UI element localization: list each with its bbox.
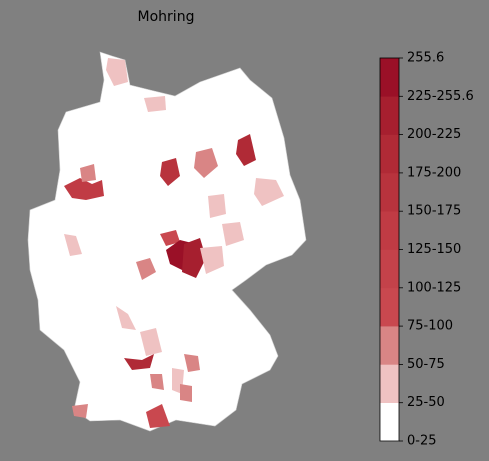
colorbar-band	[380, 58, 399, 97]
region	[64, 178, 104, 200]
region	[236, 134, 256, 166]
region	[184, 354, 200, 372]
region	[146, 404, 170, 428]
region	[144, 96, 166, 112]
map-title: Mohring	[138, 9, 195, 25]
region	[136, 258, 156, 280]
region	[222, 222, 244, 246]
region	[64, 234, 82, 256]
region	[150, 374, 164, 390]
region	[208, 194, 226, 218]
colorbar-label: 50-75	[407, 357, 445, 372]
colorbar-label: 150-175	[407, 204, 461, 219]
colorbar-band	[380, 364, 399, 403]
colorbar-label: 200-225	[407, 127, 461, 142]
colorbar-label: 75-100	[407, 319, 453, 334]
colorbar: 0-25 25-50 50-75 75-100 100-125 125-150 150-17…	[379, 51, 474, 449]
colorbar-band	[380, 96, 399, 135]
colorbar-label: 25-50	[407, 395, 445, 410]
region	[140, 328, 162, 356]
region	[194, 148, 218, 178]
colorbar-band	[380, 326, 399, 365]
colorbar-label: 125-150	[407, 242, 461, 257]
region	[160, 230, 180, 246]
colorbar-band	[380, 211, 399, 250]
region	[200, 246, 224, 274]
colorbar-label: 0-25	[407, 434, 437, 449]
colorbar-band	[380, 287, 399, 327]
region	[254, 178, 284, 206]
colorbar-label: 175-200	[407, 165, 461, 180]
colorbar-label: 100-125	[407, 280, 461, 295]
region	[124, 354, 154, 370]
region	[80, 164, 96, 182]
colorbar-label: 225-255.6	[407, 89, 474, 104]
colorbar-band	[380, 249, 399, 289]
region	[72, 404, 88, 418]
region	[116, 306, 136, 330]
colorbar-band	[380, 134, 399, 174]
colorbar-label: 255.6	[407, 51, 444, 66]
region	[160, 158, 180, 186]
region	[180, 384, 192, 402]
region	[106, 58, 128, 86]
colorbar-band	[380, 402, 399, 442]
colorbar-band	[380, 172, 399, 212]
germany-map	[27, 51, 307, 432]
